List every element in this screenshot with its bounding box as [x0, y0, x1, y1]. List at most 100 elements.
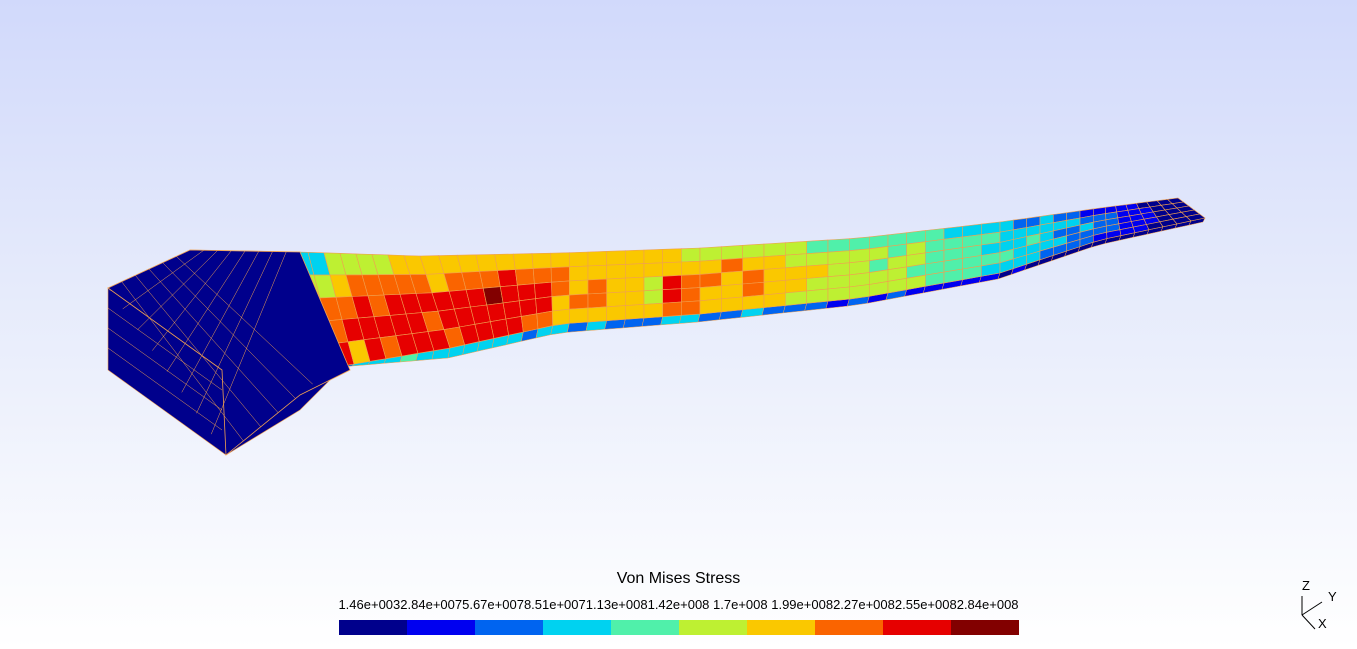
- mesh-cell: [550, 252, 570, 269]
- mesh-cell: [720, 270, 744, 287]
- blade-mesh: [107, 197, 1206, 456]
- mesh-cell: [827, 250, 850, 265]
- mesh-cell: [699, 259, 722, 275]
- mesh-cell: [662, 301, 682, 318]
- mesh-cell: [643, 262, 664, 278]
- mesh-line: [152, 250, 232, 351]
- mesh-cell: [514, 268, 535, 286]
- mesh-cell: [479, 270, 501, 289]
- mesh-cell: [568, 251, 589, 268]
- legend-tick-labels: 1.46e+0032.84e+0075.67e+0078.51e+0071.13…: [0, 597, 1357, 612]
- y-axis-line: [1301, 601, 1323, 616]
- mesh-cell: [806, 239, 829, 255]
- mesh-cell: [680, 274, 701, 290]
- mesh-cell: [494, 253, 516, 271]
- legend-tick-label: 1.46e+003: [338, 597, 401, 612]
- mesh-cell: [587, 264, 608, 281]
- mesh-line: [211, 251, 287, 435]
- mesh-cell: [532, 267, 552, 285]
- mesh-cell: [763, 292, 786, 308]
- mesh-cell: [499, 284, 520, 304]
- mesh-cell: [568, 293, 589, 310]
- mesh-cell: [720, 257, 744, 274]
- mesh-line: [107, 327, 223, 411]
- mesh-cell: [490, 318, 510, 339]
- mesh-cell: [587, 250, 608, 267]
- mesh-cell: [606, 277, 626, 294]
- mesh-cell: [643, 248, 664, 264]
- model-viewport[interactable]: [0, 0, 1357, 560]
- legend-tick-label: 1.42e+008: [647, 597, 714, 612]
- colorbar-swatch: [951, 620, 1019, 635]
- mesh-line: [176, 256, 313, 385]
- mesh-cell: [680, 247, 701, 263]
- legend-tick-label: 2.27e+008: [833, 597, 895, 612]
- mesh-line: [196, 251, 273, 414]
- colorbar-swatch: [611, 620, 679, 635]
- mesh-cell: [806, 276, 829, 292]
- mesh-cell: [763, 279, 786, 296]
- legend-tick-label: 1.7e+008: [713, 597, 772, 612]
- mesh-cell: [784, 290, 808, 306]
- z-axis-label: Z: [1302, 578, 1310, 593]
- colorbar-swatch: [475, 620, 543, 635]
- y-axis-label: Y: [1328, 589, 1337, 604]
- mesh-cell: [518, 298, 538, 317]
- mesh-cell: [606, 250, 626, 266]
- legend-tick-label: 2.55e+008: [894, 597, 957, 612]
- legend-tick-label: 5.67e+007: [462, 597, 524, 612]
- mesh-cell: [551, 294, 570, 312]
- mesh-cell: [680, 260, 701, 276]
- mesh-cell: [699, 298, 722, 315]
- colorbar-swatch: [883, 620, 951, 635]
- mesh-cell: [680, 300, 701, 316]
- mesh-cell: [662, 248, 682, 264]
- mesh-cell: [699, 285, 722, 302]
- mesh-cell: [505, 316, 524, 336]
- mesh-cell: [482, 286, 504, 306]
- mesh-cell: [551, 280, 570, 297]
- mesh-cell: [784, 240, 808, 256]
- mesh-cell: [550, 266, 570, 283]
- mesh-line: [162, 262, 296, 399]
- mesh-cell: [534, 281, 553, 300]
- mesh-line: [121, 281, 244, 441]
- mesh-cell: [535, 296, 553, 315]
- mesh-line: [107, 347, 223, 431]
- legend-tick-label: 8.51e+007: [523, 597, 586, 612]
- mesh-cell: [806, 251, 829, 267]
- stress-colorbar: [339, 620, 1019, 635]
- mesh-line: [137, 250, 218, 330]
- mesh-cell: [763, 242, 786, 258]
- mesh-cell: [643, 275, 664, 292]
- legend-tick-label: 2.84e+007: [400, 597, 463, 612]
- mesh-line: [107, 307, 223, 391]
- mesh-cell: [827, 274, 850, 290]
- mesh-cell: [486, 302, 507, 323]
- axis-triad-icon: Z Y X: [1301, 578, 1337, 631]
- mesh-line: [148, 268, 279, 413]
- mesh-cell: [680, 287, 701, 303]
- mesh-cell: [587, 278, 608, 295]
- mesh-cell: [624, 304, 645, 320]
- mesh-cell: [763, 254, 786, 270]
- mesh-cell: [516, 283, 536, 302]
- mesh-cell: [806, 264, 829, 279]
- mesh-cell: [662, 261, 682, 277]
- mesh-cell: [497, 269, 518, 288]
- mesh-cell: [699, 246, 722, 262]
- mesh-cell: [699, 272, 722, 288]
- side-cell: [566, 321, 589, 333]
- mesh-cell: [784, 253, 808, 269]
- mesh-cell: [806, 288, 829, 304]
- mesh-cell: [662, 288, 682, 304]
- mesh-cell: [662, 274, 682, 291]
- mesh-line: [166, 250, 246, 372]
- mesh-cell: [827, 262, 850, 278]
- mesh-cell: [827, 286, 850, 302]
- mesh-cell: [606, 264, 626, 280]
- mesh-cell: [624, 263, 645, 279]
- mesh-cell: [587, 306, 608, 323]
- mesh-cell: [784, 265, 808, 281]
- x-axis-line: [1301, 614, 1316, 630]
